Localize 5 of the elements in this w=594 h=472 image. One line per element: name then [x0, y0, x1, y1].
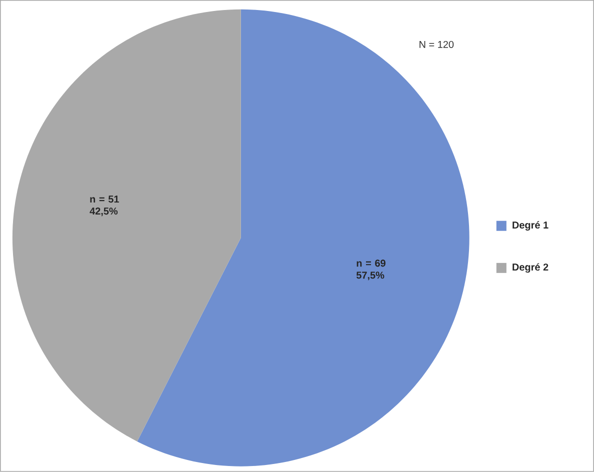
legend-label: Degré 2: [512, 263, 548, 273]
legend-label: Degré 1: [512, 221, 548, 231]
data-label: n = 69 57,5%: [356, 260, 386, 280]
data-label: n = 51 42,5%: [90, 196, 119, 216]
text: N = 120: [420, 41, 454, 48]
